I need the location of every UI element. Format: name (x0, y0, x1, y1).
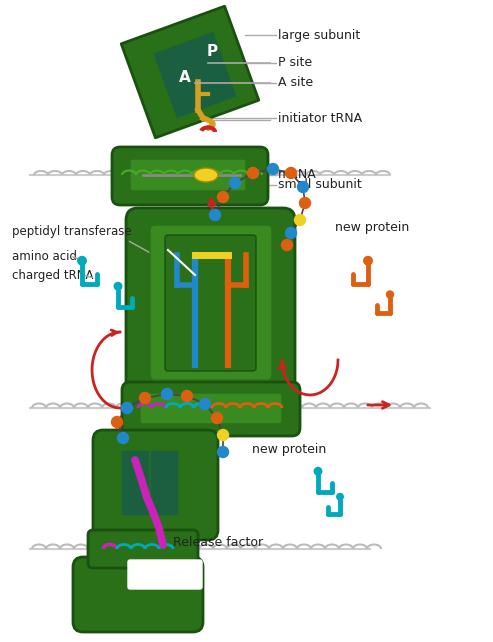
Circle shape (268, 164, 279, 175)
Text: P: P (207, 44, 217, 60)
Text: new protein: new protein (252, 444, 326, 456)
FancyBboxPatch shape (130, 159, 246, 191)
Circle shape (300, 198, 311, 209)
Circle shape (364, 257, 372, 265)
Circle shape (285, 168, 296, 178)
Circle shape (78, 257, 86, 265)
Ellipse shape (194, 168, 218, 182)
Circle shape (297, 182, 309, 193)
Text: A: A (179, 71, 191, 85)
FancyBboxPatch shape (73, 557, 203, 632)
Text: initiator tRNA: initiator tRNA (278, 112, 362, 125)
Text: amino acid: amino acid (12, 250, 77, 263)
Circle shape (111, 417, 122, 428)
Circle shape (140, 392, 150, 404)
FancyBboxPatch shape (140, 393, 282, 424)
Text: large subunit: large subunit (278, 28, 360, 42)
Circle shape (294, 214, 306, 225)
Circle shape (337, 494, 343, 500)
FancyBboxPatch shape (93, 430, 218, 540)
Text: A site: A site (278, 76, 313, 89)
FancyBboxPatch shape (122, 382, 300, 436)
FancyBboxPatch shape (121, 450, 150, 516)
FancyBboxPatch shape (150, 450, 179, 516)
Text: P site: P site (278, 56, 312, 69)
Text: mRNA: mRNA (278, 168, 317, 182)
FancyBboxPatch shape (128, 560, 202, 589)
Text: peptidyl transferase: peptidyl transferase (12, 225, 132, 238)
Circle shape (117, 433, 129, 444)
FancyBboxPatch shape (165, 235, 256, 371)
Text: charged tRNA: charged tRNA (12, 268, 94, 281)
Circle shape (114, 282, 122, 290)
Circle shape (285, 227, 296, 238)
FancyBboxPatch shape (88, 530, 198, 568)
FancyBboxPatch shape (112, 147, 268, 205)
Polygon shape (121, 6, 259, 138)
Circle shape (210, 209, 220, 220)
Circle shape (211, 413, 222, 424)
Text: small subunit: small subunit (278, 178, 362, 191)
Circle shape (247, 168, 258, 178)
Circle shape (387, 291, 393, 298)
FancyBboxPatch shape (150, 225, 272, 380)
Circle shape (121, 403, 133, 413)
Circle shape (230, 177, 241, 189)
Text: new protein: new protein (335, 221, 409, 234)
Circle shape (282, 239, 292, 250)
Circle shape (162, 388, 173, 399)
Text: Release factor: Release factor (173, 537, 263, 550)
Circle shape (217, 191, 228, 202)
Circle shape (314, 467, 322, 475)
Circle shape (181, 390, 192, 401)
Circle shape (200, 399, 211, 410)
Circle shape (217, 429, 228, 440)
FancyBboxPatch shape (126, 208, 295, 397)
Circle shape (217, 446, 228, 458)
Polygon shape (152, 31, 238, 119)
